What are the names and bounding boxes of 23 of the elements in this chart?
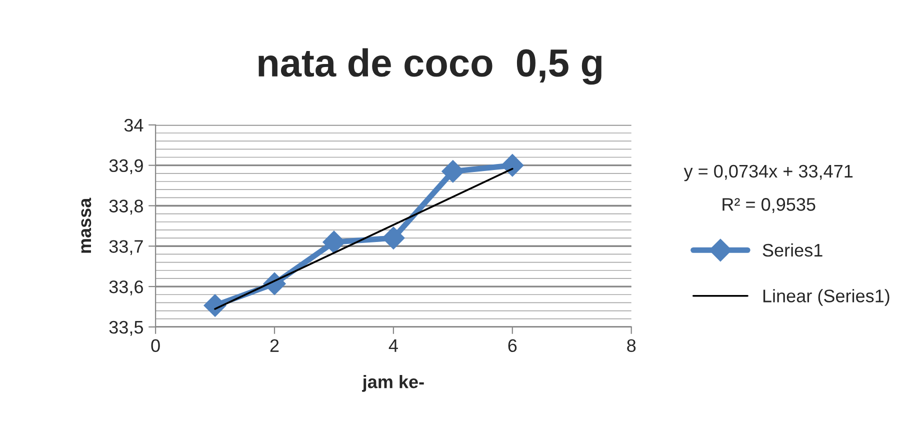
x-tick-label: 0 [151,339,160,352]
y-tick-label: 33,5 [109,320,143,336]
y-tick-label: 33,6 [109,280,143,296]
point [382,226,405,250]
chart-title: nata de coco 0,5 g [258,48,602,85]
point [501,154,524,177]
point [322,230,346,254]
x-tick-label: 2 [270,339,279,352]
y-tick-label: 33,9 [109,159,143,174]
point [442,160,464,183]
legend-label: Series1 [762,243,822,257]
x-tick-label: 4 [388,339,398,352]
text: y = 0,0734x + 33,471 [684,164,853,182]
x-axis-title: jam ke- [362,375,424,392]
y-tick-label: 33,8 [109,200,143,215]
x-tick-label: 6 [508,339,517,352]
text: R² = 0,9535 [722,198,816,213]
point [204,294,226,317]
x-tick-label: 8 [627,339,636,352]
y-tick-label: 34 [124,118,144,132]
y-tick-label: 33,7 [109,240,143,255]
legend-label: Linear (Series1) [763,289,890,306]
y-axis-title: massa [81,198,92,253]
